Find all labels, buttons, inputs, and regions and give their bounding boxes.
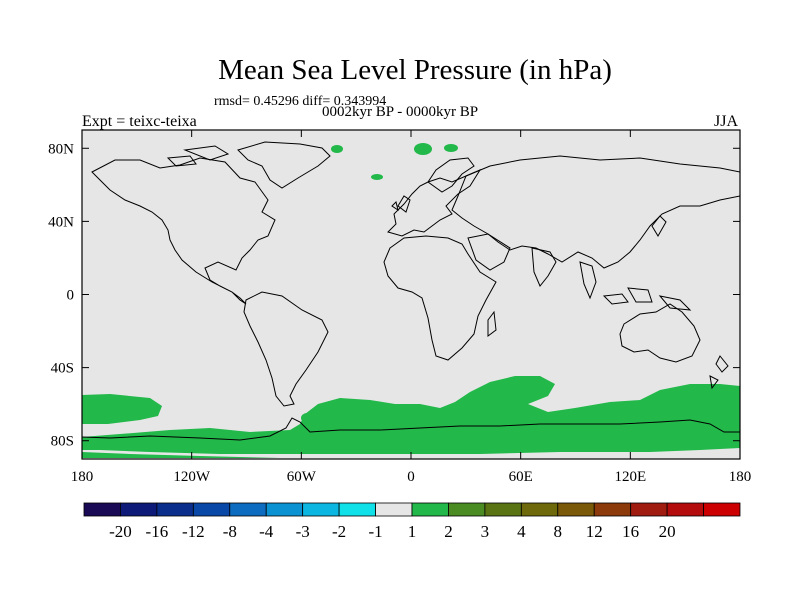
coastline-japan [651,215,667,237]
colorbar-swatch [484,502,522,517]
lon-tick-label: 180 [729,469,752,485]
colorbar-swatch [520,502,559,517]
lon-tick-label: 120W [173,469,211,485]
colorbar-label: 8 [554,522,563,541]
lon-tick-label: 120E [614,469,646,485]
arctic-anomaly-patch [444,144,458,152]
colorbar-swatch [411,502,449,517]
colorbar: -20 -16 -12 -8 -4 -3 -2 -1 1 2 3 4 8 12 16 20 [83,502,741,541]
colorbar-label: -3 [296,522,310,541]
lat-tick-label: 80N [48,141,74,157]
colorbar-label: -4 [259,522,274,541]
colorbar-label: 3 [481,522,490,541]
colorbar-swatch [302,502,340,517]
lon-tick-label: 0 [407,469,415,485]
colorbar-swatch [557,502,595,517]
coastlines [82,141,740,441]
colorbar-swatch [703,502,741,517]
colorbar-label: -1 [368,522,382,541]
coastline-south-america [243,291,329,407]
colorbar-label: -8 [223,522,237,541]
colorbar-label: 1 [408,522,417,541]
time-period-label: 0002kyr BP - 0000kyr BP [322,104,479,120]
colorbar-label: -2 [332,522,346,541]
longitude-axis: 180 120W 60W 0 60E 120E 180 [71,130,752,485]
colorbar-label: 16 [622,522,639,541]
lat-tick-label: 40N [48,214,74,230]
colorbar-label: 20 [659,522,676,541]
southern-ocean-anomaly-band [82,376,740,454]
coastline-india [531,247,557,287]
colorbar-label: 4 [517,522,526,541]
antarctic-anomaly-patch [301,413,313,423]
experiment-label: Expt = teixc-teixa [82,113,197,130]
colorbar-swatch [593,502,632,517]
lon-tick-label: 180 [71,469,94,485]
lat-tick-label: 40S [51,361,74,377]
colorbar-swatch [338,502,376,517]
anomaly-regions [82,143,740,458]
southern-ocean-anomaly-west [82,394,162,424]
lat-tick-label: 0 [67,288,75,304]
colorbar-label: -20 [109,522,132,541]
coastline-antarctica [82,417,740,441]
coastline-southeast-asia [579,261,692,311]
coastline-north-america [91,157,276,305]
colorbar-swatch [120,502,158,517]
colorbar-label: 12 [586,522,603,541]
rmsd-diff-stats: rmsd= 0.45296 diff= 0.343994 [214,94,387,109]
antarctic-coast-anomaly [82,452,280,458]
lat-tick-label: 80S [51,434,74,450]
coastline-arctic-islands [166,145,230,167]
coastline-scandinavia [427,157,475,193]
colorbar-swatch [630,502,668,517]
coastline-africa [383,235,497,361]
colorbar-swatch [666,502,704,517]
coastline-new-zealand [709,355,729,390]
coastline-australia [619,303,701,363]
lon-tick-label: 60W [287,469,317,485]
colorbar-swatch [375,502,413,517]
lon-tick-label: 60E [509,469,533,485]
coastline-greenland [237,141,331,189]
colorbar-swatch [83,502,121,517]
arctic-anomaly-patch [371,174,383,180]
colorbar-swatch [156,502,194,517]
coastline-madagascar [487,310,497,337]
colorbar-swatch [192,502,231,517]
colorbar-label: -12 [182,522,205,541]
colorbar-swatch [265,502,304,517]
arctic-anomaly-patch [331,145,343,153]
colorbar-swatch [229,502,267,517]
map-title: Mean Sea Level Pressure (in hPa) [218,54,612,86]
colorbar-label: 2 [444,522,453,541]
colorbar-label: -16 [146,522,169,541]
colorbar-swatch [448,502,486,517]
coastline-arabia [467,233,511,271]
season-label: JJA [714,113,739,130]
latitude-axis: 80N 40N 0 40S 80S [48,141,740,450]
coastline-british-isles [391,195,411,213]
arctic-anomaly-patch [414,143,432,155]
